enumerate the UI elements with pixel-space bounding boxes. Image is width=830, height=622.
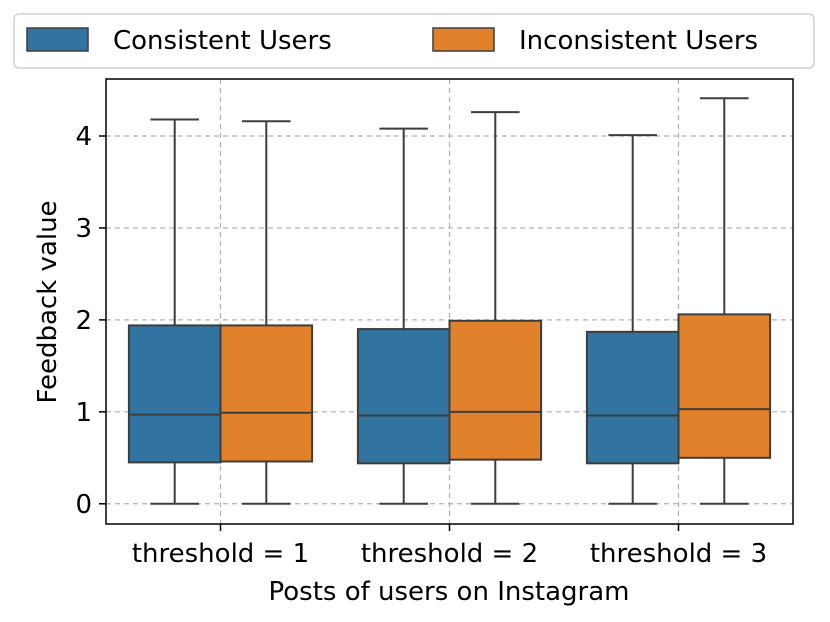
legend-swatch bbox=[26, 27, 89, 52]
y-tick-label: 3 bbox=[75, 214, 92, 244]
y-tick-label: 1 bbox=[75, 398, 92, 428]
legend: Consistent Users Inconsistent Users bbox=[13, 13, 815, 69]
legend-swatch bbox=[432, 27, 495, 52]
x-axis-label: Posts of users on Instagram bbox=[269, 577, 630, 607]
box-consistent-1 bbox=[127, 118, 222, 505]
x-tick-label: threshold = 2 bbox=[361, 539, 538, 569]
legend-label: Consistent Users bbox=[113, 26, 332, 56]
box-consistent-3 bbox=[585, 134, 680, 505]
iqr-box bbox=[677, 313, 772, 459]
x-tick-label: threshold = 3 bbox=[590, 539, 767, 569]
box-inconsistent-3 bbox=[677, 97, 772, 505]
y-tick-label: 4 bbox=[75, 122, 92, 152]
box-inconsistent-2 bbox=[448, 111, 543, 505]
iqr-box bbox=[448, 319, 543, 461]
y-tick-label: 2 bbox=[75, 306, 92, 336]
plot-area: 0 1 2 3 4 threshold = 1 threshold = 2 threshold… bbox=[75, 78, 794, 569]
y-tick-label: 0 bbox=[75, 490, 92, 520]
legend-label: Inconsistent Users bbox=[519, 26, 758, 56]
y-axis-label: Feedback value bbox=[33, 200, 63, 403]
iqr-box bbox=[127, 324, 222, 464]
iqr-box bbox=[356, 328, 451, 465]
iqr-box bbox=[219, 324, 314, 463]
box-consistent-2 bbox=[356, 127, 451, 505]
box-inconsistent-1 bbox=[219, 120, 314, 505]
legend-frame bbox=[13, 13, 815, 69]
iqr-box bbox=[585, 330, 680, 465]
x-tick-label: threshold = 1 bbox=[132, 539, 309, 569]
